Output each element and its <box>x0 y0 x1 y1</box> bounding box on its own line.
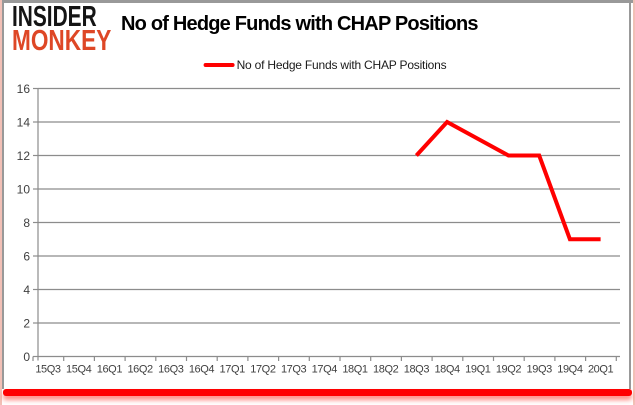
x-tick-label: 20Q1 <box>588 364 614 376</box>
y-tick-label: 10 <box>17 183 31 197</box>
y-tick-label: 2 <box>23 317 30 331</box>
x-tick-label: 16Q1 <box>97 364 123 376</box>
frame-left-border <box>2 3 4 389</box>
y-tick-label: 14 <box>17 116 31 130</box>
insider-monkey-logo: INSIDER MONKEY <box>12 1 122 57</box>
y-tick-label: 8 <box>23 216 30 230</box>
x-tick-label: 17Q2 <box>250 364 276 376</box>
series-line-hedge-funds <box>414 119 601 242</box>
legend-line-icon <box>203 63 235 67</box>
x-tick-label: 18Q3 <box>404 364 430 376</box>
x-tick-label: 18Q2 <box>373 364 399 376</box>
bottom-red-divider <box>3 389 632 396</box>
x-tick-label: 18Q1 <box>342 364 368 376</box>
y-tick-label: 0 <box>23 350 30 364</box>
x-tick-label: 19Q3 <box>527 364 553 376</box>
frame-right-border <box>629 0 631 389</box>
x-tick-label: 16Q4 <box>189 364 215 376</box>
x-tick-label: 17Q4 <box>312 364 338 376</box>
legend-label: No of Hedge Funds with CHAP Positions <box>236 58 447 72</box>
y-tick-label: 4 <box>23 283 30 297</box>
x-tick-label: 19Q4 <box>557 364 583 376</box>
frame-left-edge <box>0 0 2 405</box>
x-tick-label: 15Q4 <box>66 364 92 376</box>
x-tick-label: 16Q3 <box>158 364 184 376</box>
chart-title: No of Hedge Funds with CHAP Positions <box>121 13 479 35</box>
y-tick-label: 12 <box>17 149 31 163</box>
frame-top-border <box>2 0 633 3</box>
chart-legend: No of Hedge Funds with CHAP Positions <box>203 58 447 72</box>
x-tick-label: 18Q4 <box>434 364 460 376</box>
x-tick-label: 19Q2 <box>496 364 522 376</box>
y-tick-label: 16 <box>17 82 31 96</box>
x-tick-label: 15Q3 <box>35 364 61 376</box>
frame-right-edge <box>633 0 635 405</box>
y-tick-label: 6 <box>23 250 30 264</box>
x-tick-label: 17Q1 <box>220 364 246 376</box>
logo-insider-text: INSIDER <box>12 1 97 33</box>
x-tick-label: 17Q3 <box>281 364 307 376</box>
x-tick-label: 16Q2 <box>127 364 153 376</box>
logo-monkey-text: MONKEY <box>12 25 112 57</box>
x-tick-label: 19Q1 <box>465 364 491 376</box>
